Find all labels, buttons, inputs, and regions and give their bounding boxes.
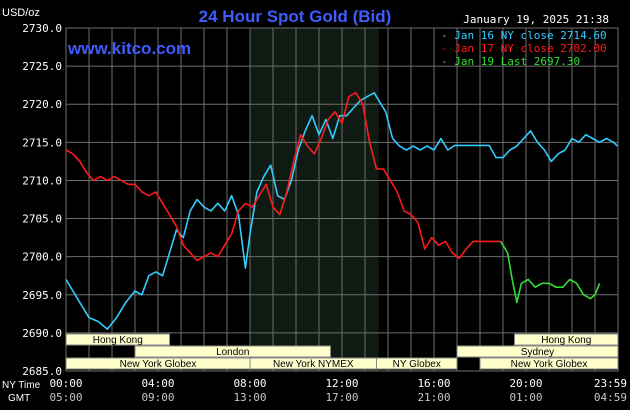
grid-lines-front: [65, 27, 619, 372]
market-bar: [479, 357, 619, 370]
market-label: NY Globex: [393, 359, 441, 370]
market-sessions: Hong Kong London New York Globex New York N…: [65, 333, 619, 370]
x-tick-label-ny: 04:00: [141, 377, 174, 390]
y-tick-label: 2700.0: [22, 251, 62, 264]
market-label: London: [216, 347, 249, 358]
legend-entry-1: - Jan 16 NY close 2714.60: [441, 29, 607, 42]
series-line-3: [500, 240, 601, 304]
legend: - Jan 16 NY close 2714.60- Jan 17 NY clo…: [441, 29, 607, 68]
timestamp: January 19, 2025 21:38: [463, 13, 609, 26]
series-line-2: [65, 92, 501, 262]
y-tick-label: 2695.0: [22, 289, 62, 302]
market-bar: [456, 345, 619, 358]
unit-label: USD/oz: [2, 7, 40, 19]
legend-entry-3: - Jan 19 Last 2697.30: [441, 55, 580, 68]
x-tick-label-gmt: 09:00: [141, 391, 174, 404]
market-label: Sydney: [521, 347, 554, 358]
series-layer: [65, 92, 619, 330]
session-highlight: [250, 28, 379, 371]
legend-entry-2: - Jan 17 NY close 2702.00: [441, 42, 607, 55]
x-tick-label-ny: 00:00: [49, 377, 82, 390]
ny-time-axis-label: NY Time: [2, 380, 41, 391]
y-tick-label: 2715.0: [22, 136, 62, 149]
x-tick-label-ny: 16:00: [417, 377, 450, 390]
x-tick-label-gmt: 13:00: [233, 391, 266, 404]
y-tick-label: 2705.0: [22, 213, 62, 226]
x-tick-label-ny: 12:00: [325, 377, 358, 390]
gmt-axis-label: GMT: [8, 393, 30, 404]
y-axis-ticks: 2685.0 2690.0 2695.0 2700.0 2705.0 2710.0 2715…: [22, 22, 62, 378]
x-tick-label-ny: 08:00: [233, 377, 266, 390]
y-tick-label: 2725.0: [22, 60, 62, 73]
market-bar: [65, 333, 170, 346]
y-tick-label: 2690.0: [22, 327, 62, 340]
x-tick-label-gmt: 17:00: [325, 391, 358, 404]
y-tick-label: 2685.0: [22, 365, 62, 378]
x-tick-label-gmt: 04:59: [594, 391, 627, 404]
market-label: New York Globex: [120, 359, 197, 370]
x-tick-label-ny: 20:00: [509, 377, 542, 390]
market-bar: [376, 357, 458, 370]
x-tick-label-gmt: 21:00: [417, 391, 450, 404]
market-label: New York NYMEX: [273, 359, 354, 370]
x-tick-label-gmt: 01:00: [509, 391, 542, 404]
series-line-1: [65, 92, 619, 330]
chart-title: 24 Hour Spot Gold (Bid): [199, 7, 392, 26]
x-tick-label-gmt: 05:00: [49, 391, 82, 404]
market-bar: [514, 333, 619, 346]
y-tick-label: 2710.0: [22, 174, 62, 187]
y-tick-label: 2730.0: [22, 22, 62, 35]
y-tick-label: 2720.0: [22, 98, 62, 111]
market-label: New York Globex: [511, 359, 588, 370]
market-label: Hong Kong: [93, 335, 143, 346]
market-bar: [134, 345, 331, 358]
website-label: www.kitco.com: [67, 39, 191, 58]
x-tick-label-ny: 23:59: [594, 377, 627, 390]
market-label: Hong Kong: [541, 335, 591, 346]
plot-border: [65, 27, 619, 372]
